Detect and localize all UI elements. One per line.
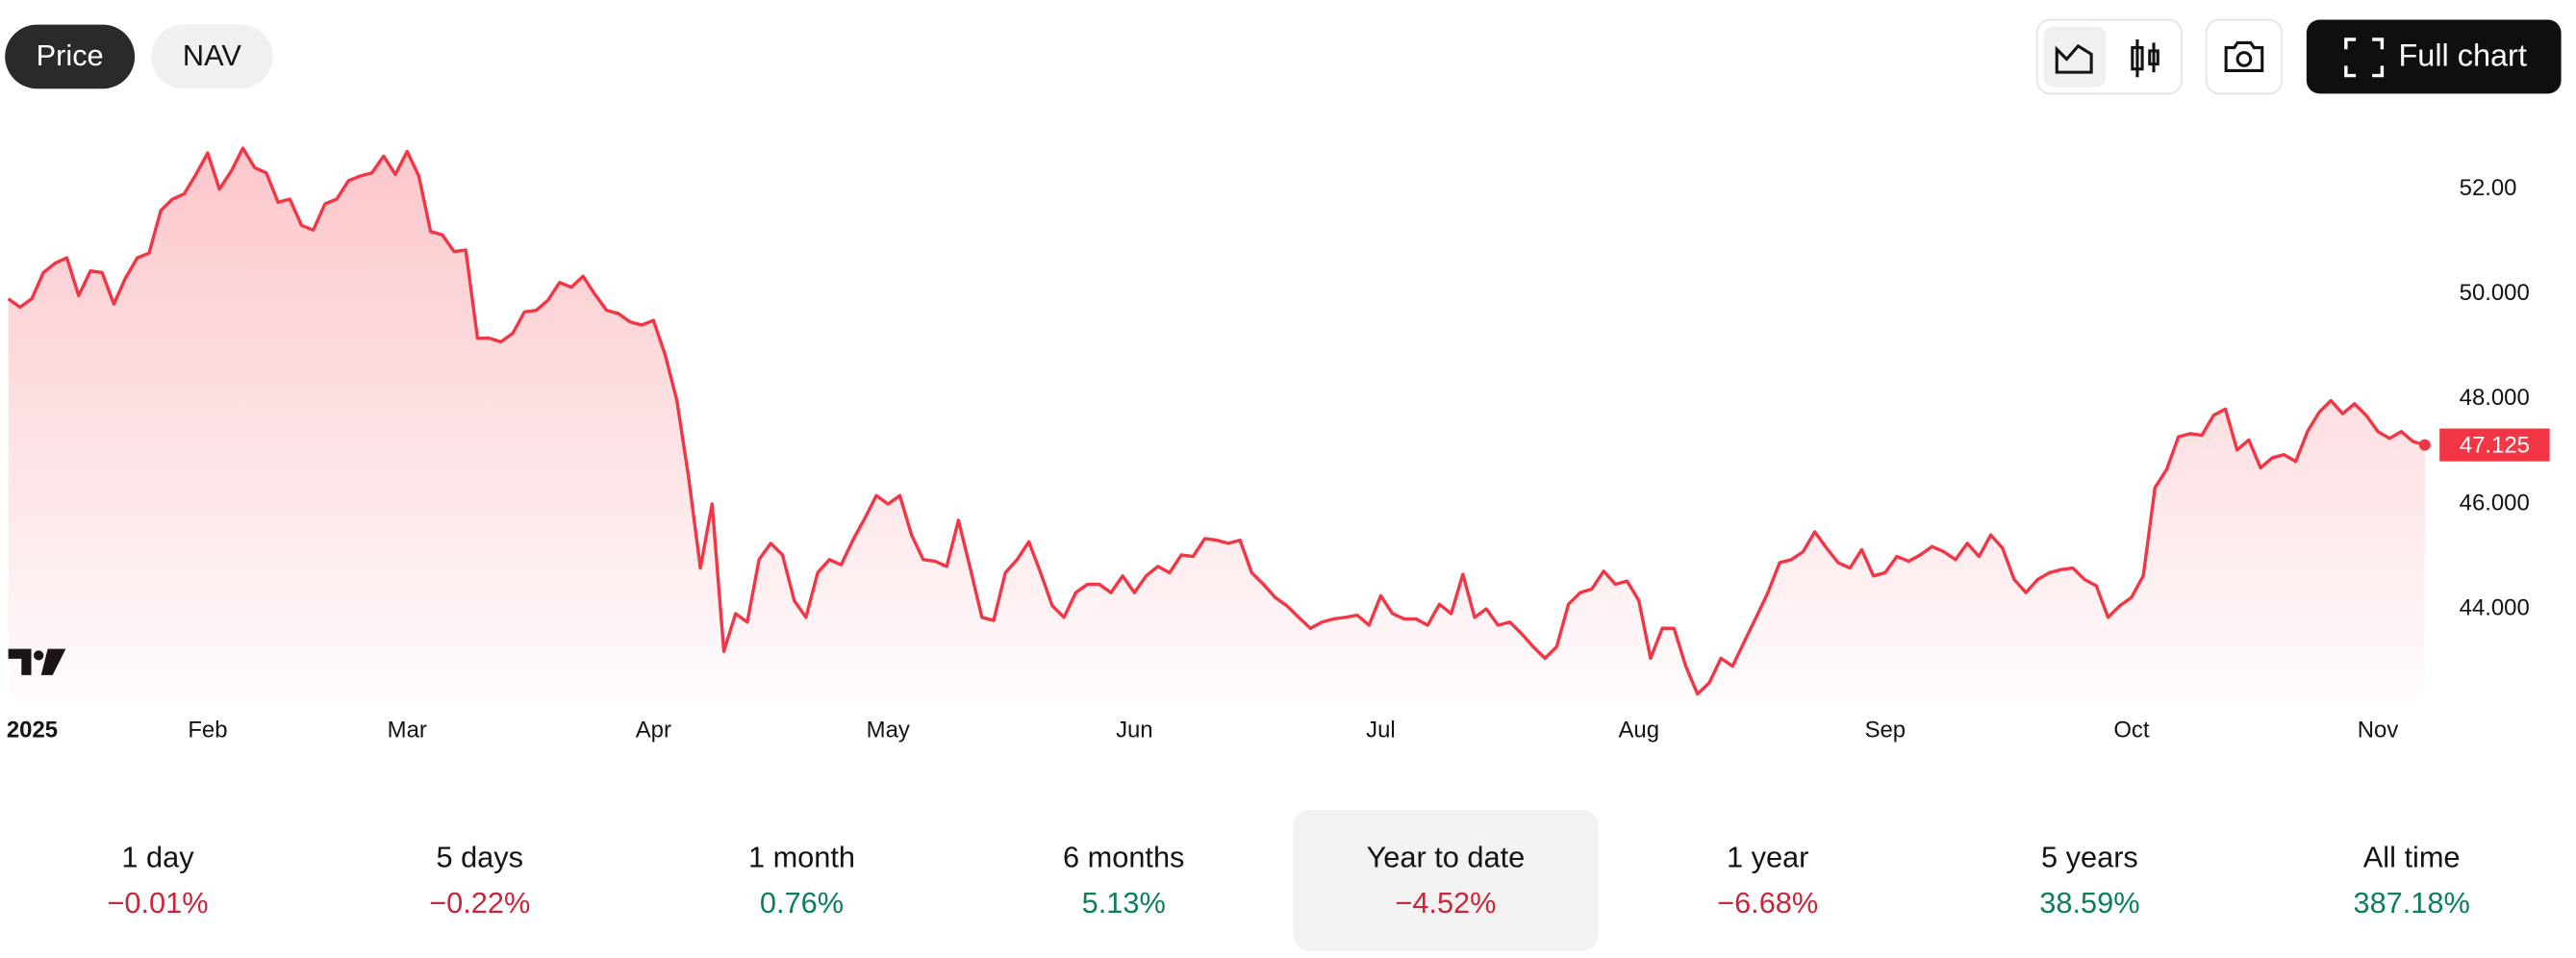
x-tick-label: 2025: [7, 717, 58, 743]
period-selected-bg: [1293, 809, 1599, 951]
y-tick-label: 50.000: [2460, 280, 2530, 306]
price-line: [7, 146, 2426, 696]
period-change: 5.13%: [1082, 886, 1166, 920]
y-tick-label: 44.000: [2460, 594, 2530, 620]
x-tick-label: Feb: [188, 717, 227, 743]
last-point: [2418, 439, 2431, 451]
period-change: −0.22%: [429, 886, 530, 920]
x-tick-label: Aug: [1618, 717, 1659, 743]
x-tick-label: Nov: [2358, 717, 2399, 743]
period-change: 38.59%: [2039, 886, 2139, 920]
x-tick-label: Oct: [2113, 717, 2150, 743]
period-label[interactable]: 1 month: [748, 840, 855, 873]
area-icon: [2055, 43, 2093, 74]
period-label[interactable]: 5 years: [2041, 840, 2138, 873]
area-style-button[interactable]: [2043, 26, 2107, 88]
price-tab-label: Price: [37, 38, 104, 72]
nav-tab[interactable]: NAV: [151, 24, 273, 89]
period-label[interactable]: All time: [2363, 840, 2461, 873]
period-label[interactable]: 1 year: [1727, 840, 1808, 873]
period-change: 387.18%: [2353, 886, 2469, 920]
period-change: −6.68%: [1717, 886, 1818, 920]
y-tick-label: 46.000: [2460, 490, 2530, 516]
period-change: −4.52%: [1395, 886, 1496, 920]
x-tick-label: Jul: [1366, 717, 1396, 743]
full-chart-label: Full chart: [2398, 38, 2526, 72]
candle-style-button[interactable]: [2131, 38, 2159, 78]
area-fill: [8, 148, 2425, 698]
chart-style-toggle: [2035, 18, 2183, 95]
nav-tab-label: NAV: [183, 38, 241, 72]
y-tick-label: 48.000: [2460, 385, 2530, 411]
price-tab[interactable]: Price: [5, 24, 136, 89]
x-tick-label: Sep: [1865, 717, 1907, 743]
period-change: 0.76%: [760, 886, 844, 920]
x-tick-label: Apr: [636, 717, 671, 743]
period-label[interactable]: 1 day: [121, 840, 194, 873]
x-tick-label: Jun: [1116, 717, 1153, 743]
last-price-tag: [2439, 428, 2550, 462]
period-stats: 1 day −0.01% 5 days −0.22% 1 month 0.76% 6 mon…: [107, 809, 2470, 951]
y-tick-label: 52.00: [2460, 175, 2517, 201]
full-chart-button[interactable]: Full chart: [2306, 19, 2562, 94]
last-price-label: 47.125: [2460, 433, 2530, 459]
period-label[interactable]: 6 months: [1063, 840, 1184, 873]
x-tick-label: May: [867, 717, 910, 743]
period-change: −0.01%: [107, 886, 208, 920]
x-tick-label: Mar: [388, 717, 427, 743]
period-label[interactable]: 5 days: [436, 840, 523, 873]
screenshot-button[interactable]: [2205, 18, 2284, 95]
period-label[interactable]: Year to date: [1367, 840, 1526, 873]
